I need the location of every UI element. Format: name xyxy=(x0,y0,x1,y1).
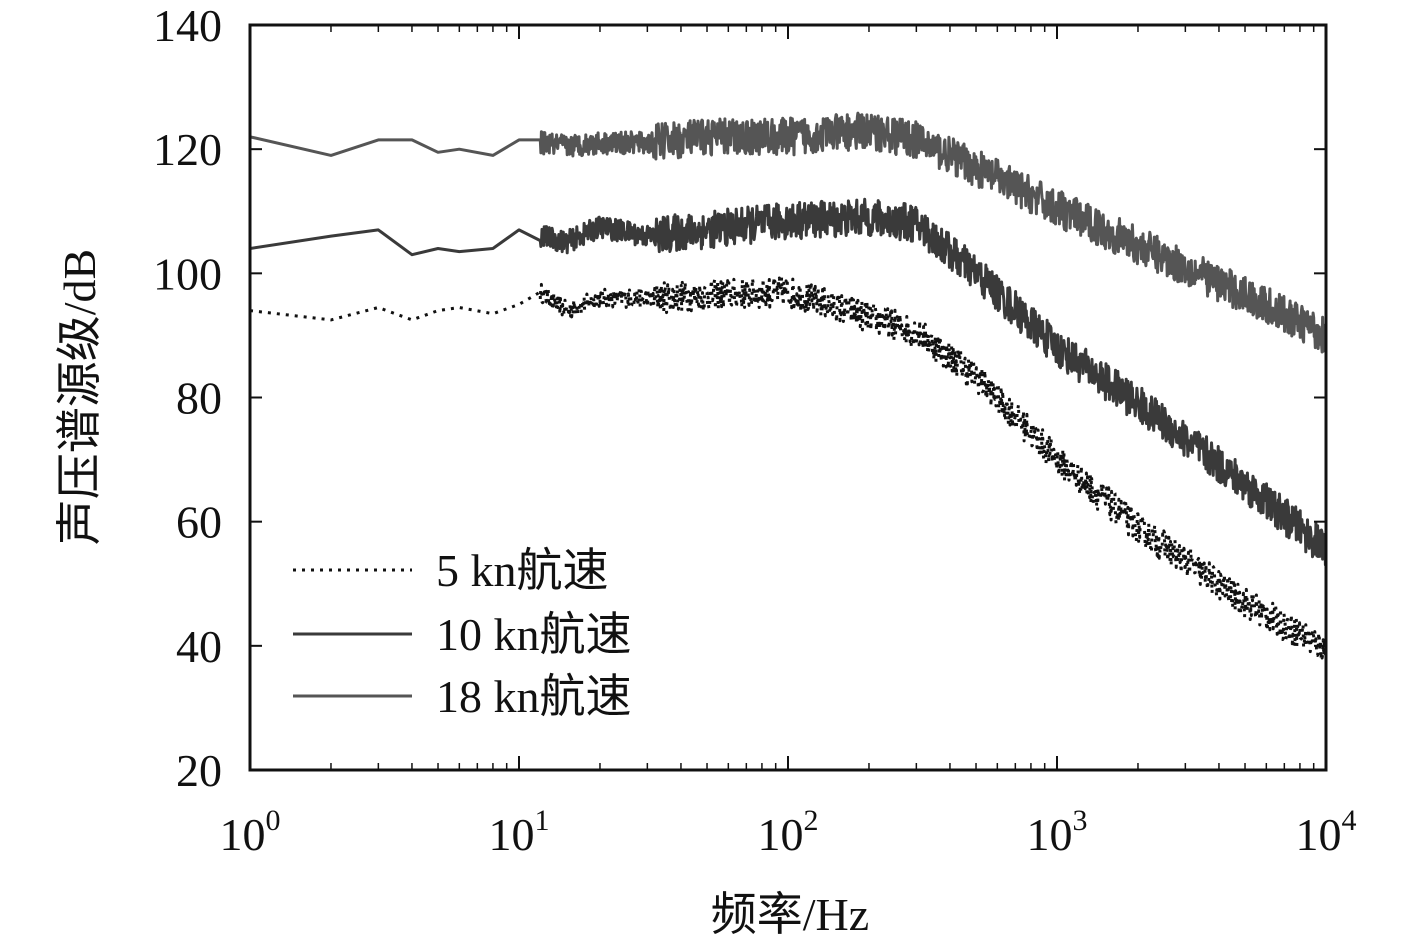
y-tick-label: 100 xyxy=(153,248,222,299)
series-layer xyxy=(250,111,1326,661)
x-tick-exponent: 3 xyxy=(1073,804,1088,837)
x-tick-label: 102 xyxy=(758,804,819,860)
series-line-0 xyxy=(250,275,1326,661)
x-tick-label: 103 xyxy=(1027,804,1088,860)
y-axis-title: 声压谱源级/dB xyxy=(54,249,105,545)
y-tick-label: 20 xyxy=(176,745,222,796)
x-tick-base: 10 xyxy=(1296,809,1342,860)
x-tick-label: 101 xyxy=(489,804,550,860)
series-line-1 xyxy=(250,197,1326,567)
legend-label-18kn: 18 kn航速 xyxy=(436,671,632,722)
x-tick-label: 100 xyxy=(220,804,281,860)
x-tick-base: 10 xyxy=(489,809,535,860)
legend-label-5kn: 5 kn航速 xyxy=(436,545,609,596)
y-tick-label: 120 xyxy=(153,124,222,175)
legend: 5 kn航速 10 kn航速 18 kn航速 xyxy=(293,545,632,722)
y-tick-label: 40 xyxy=(176,621,222,672)
plot-frame xyxy=(248,23,1328,772)
y-tick-label: 60 xyxy=(176,497,222,548)
x-tick-base: 10 xyxy=(758,809,804,860)
x-tick-exponent: 1 xyxy=(535,804,550,837)
x-tick-base: 10 xyxy=(220,809,266,860)
x-tick-exponent: 0 xyxy=(266,804,281,837)
x-tick-label: 104 xyxy=(1296,804,1357,860)
series-line-2 xyxy=(250,111,1326,354)
x-tick-base: 10 xyxy=(1027,809,1073,860)
y-tick-label: 80 xyxy=(176,373,222,424)
legend-label-10kn: 10 kn航速 xyxy=(436,609,632,660)
x-axis-title: 频率/Hz xyxy=(711,889,869,940)
x-tick-exponent: 4 xyxy=(1342,804,1357,837)
y-tick-label: 140 xyxy=(153,0,222,51)
x-tick-exponent: 2 xyxy=(804,804,819,837)
